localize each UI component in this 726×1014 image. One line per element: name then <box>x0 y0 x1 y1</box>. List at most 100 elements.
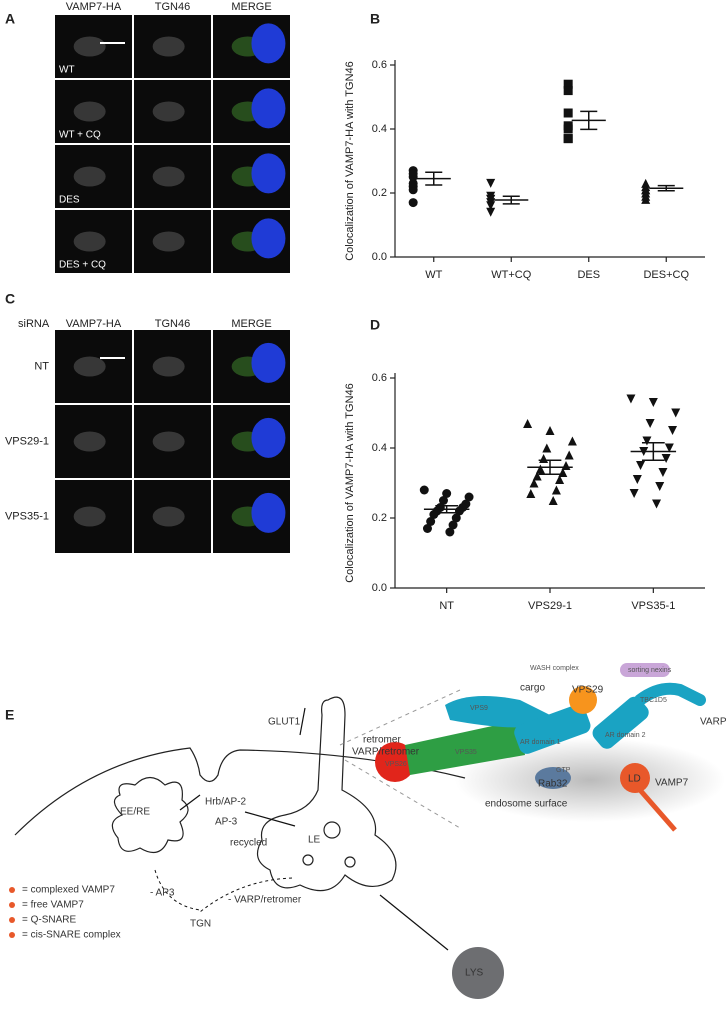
diagram-label: AP-3 <box>215 817 238 828</box>
panel-letter: A <box>5 11 15 27</box>
signal <box>73 431 106 452</box>
rab32 <box>535 767 571 789</box>
row-label: NT <box>34 360 49 372</box>
y-tick-label: 0.0 <box>372 251 387 263</box>
column-header: MERGE <box>231 1 271 13</box>
point <box>548 496 558 505</box>
row-label: VPS29-1 <box>5 435 49 447</box>
diagram-label: LYS <box>465 968 483 979</box>
row-label: DES + CQ <box>59 260 106 271</box>
diagram-label: VPS29 <box>572 685 604 696</box>
point <box>545 426 555 435</box>
x-tick-label: WT+CQ <box>491 269 531 281</box>
diagram-label: VARP <box>700 717 726 728</box>
legend-icon <box>9 917 15 923</box>
nucleus <box>251 23 286 64</box>
dashed-arrow <box>199 877 293 913</box>
row-label: WT <box>59 65 75 76</box>
vesicle <box>302 854 314 866</box>
point <box>555 475 565 484</box>
signal <box>152 231 185 252</box>
diagram-label: VARP/retromer <box>352 747 420 758</box>
point <box>408 178 418 188</box>
diagram-label: sorting nexins <box>628 667 672 674</box>
point <box>419 485 429 495</box>
point <box>658 468 668 477</box>
point <box>486 207 496 217</box>
early-endosome <box>111 776 189 854</box>
point <box>445 527 455 537</box>
diagram <box>14 663 725 999</box>
nucleus <box>251 492 286 533</box>
point <box>636 461 646 470</box>
vps9 <box>445 696 560 728</box>
diagram-label: GLUT1 <box>268 717 301 728</box>
point <box>632 475 642 484</box>
row-label: VPS35-1 <box>5 510 49 522</box>
diagram-label: TBC1D5 <box>640 697 667 704</box>
point <box>438 496 448 505</box>
signal <box>73 101 106 122</box>
point <box>451 513 461 523</box>
diagram-label: retromer <box>363 735 401 746</box>
arrow <box>244 811 296 827</box>
column-header: VAMP7-HA <box>66 318 122 330</box>
row-label: WT + CQ <box>59 130 101 141</box>
vesicle <box>323 821 341 839</box>
endosome-surface <box>455 738 725 822</box>
x-tick-label: VPS35-1 <box>631 600 675 612</box>
point <box>426 517 436 526</box>
ar-domain-2 <box>592 696 649 749</box>
point <box>408 169 418 179</box>
point <box>532 471 542 481</box>
point <box>655 482 665 491</box>
diagram-label: Hrb/AP-2 <box>205 797 247 808</box>
column-header: VAMP7-HA <box>66 1 122 13</box>
point <box>535 464 545 474</box>
legend-label: = free VAMP7 <box>22 900 84 911</box>
y-axis-label: Colocalization of VAMP7-HA with TGN46 <box>344 383 356 583</box>
signal <box>73 356 106 377</box>
diagram-label: VPS26 <box>385 761 407 768</box>
diagram-label: GTP <box>556 767 571 774</box>
x-tick-label: DES <box>577 269 600 281</box>
x-tick-label: DES+CQ <box>643 269 689 281</box>
point <box>448 520 458 530</box>
point <box>486 194 496 204</box>
point <box>551 485 561 495</box>
legend-icon <box>9 902 15 908</box>
zoom-line <box>339 689 461 746</box>
diagram-label: VPS35 <box>455 749 477 756</box>
signal <box>152 506 185 527</box>
point <box>526 489 536 498</box>
y-tick-label: 0.4 <box>372 442 387 454</box>
y-tick-label: 0.0 <box>372 582 387 594</box>
point <box>629 489 639 498</box>
corner-label: siRNA <box>18 318 50 330</box>
diagram-label: WASH complex <box>530 665 579 672</box>
point <box>464 492 474 502</box>
point <box>523 419 533 428</box>
panel-letter: E <box>5 707 14 723</box>
point <box>542 443 552 453</box>
signal <box>152 431 185 452</box>
point <box>539 454 549 463</box>
point <box>563 134 573 144</box>
signal <box>152 166 185 187</box>
nucleus <box>251 153 286 194</box>
column-header: TGN46 <box>155 1 190 13</box>
arrow <box>299 707 306 736</box>
y-tick-label: 0.4 <box>372 123 387 135</box>
diagram-label: endosome surface <box>485 799 568 810</box>
diagram-label: AR domain 1 <box>520 739 561 746</box>
diagram-label: - AP3 <box>150 888 175 899</box>
vamp7-tm <box>638 788 677 832</box>
panel-letter: C <box>5 291 15 307</box>
arrow <box>179 794 201 811</box>
point <box>661 454 671 463</box>
point <box>408 198 418 208</box>
point <box>648 398 658 407</box>
x-tick-label: VPS29-1 <box>528 600 572 612</box>
signal <box>73 231 106 252</box>
